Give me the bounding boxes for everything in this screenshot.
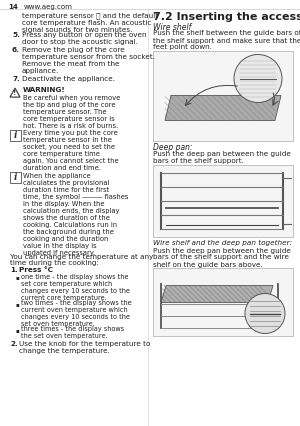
Text: You can change the temperature at any
time during the cooking:: You can change the temperature at any ti… (10, 253, 153, 267)
Polygon shape (165, 95, 281, 121)
Text: 2.: 2. (10, 341, 18, 347)
Text: Press any button or open the oven
door to stop the acoustic signal.: Press any button or open the oven door t… (22, 32, 146, 45)
Text: 6.: 6. (12, 47, 20, 53)
Text: 7.: 7. (12, 76, 20, 82)
Text: www.aeg.com: www.aeg.com (24, 4, 73, 10)
Text: ▪: ▪ (16, 276, 20, 280)
Text: Push the deep pan between the guide
bars of the shelf support and the wire
shelf: Push the deep pan between the guide bars… (153, 248, 291, 268)
Text: one time - the display shows the
set core temperature which
changes every 10 sec: one time - the display shows the set cor… (21, 274, 130, 301)
Text: three times - the display shows
the set oven temperature.: three times - the display shows the set … (21, 326, 124, 340)
Text: Push the deep pan between the guide
bars of the shelf support.: Push the deep pan between the guide bars… (153, 151, 291, 164)
Text: 5.: 5. (12, 32, 20, 38)
Bar (153, 268, 293, 336)
Text: ▪: ▪ (16, 328, 20, 333)
Bar (153, 51, 293, 141)
Text: Press °C: Press °C (19, 267, 53, 273)
Text: Push the shelf between the guide bars of
the shelf support and make sure that th: Push the shelf between the guide bars of… (153, 31, 300, 51)
Text: ▪: ▪ (16, 302, 20, 307)
Text: two times - the display shows the
current oven temperature which
changes every 1: two times - the display shows the curren… (21, 300, 132, 327)
Text: 7.2 Inserting the accessories: 7.2 Inserting the accessories (153, 12, 300, 22)
Text: Wire shelf: Wire shelf (153, 23, 191, 32)
Text: Remove the plug of the core
temperature sensor from the socket.
Remove the meat : Remove the plug of the core temperature … (22, 47, 155, 74)
Polygon shape (161, 285, 273, 302)
Circle shape (234, 55, 282, 103)
Bar (153, 165, 293, 237)
Text: Be careful when you remove
the tip and plug of the core
temperature sensor. The
: Be careful when you remove the tip and p… (23, 95, 120, 129)
Text: !: ! (14, 90, 16, 96)
Text: i: i (13, 131, 17, 140)
FancyBboxPatch shape (10, 130, 20, 141)
Text: temperature sensor 🔧 and the default
core temperature flash. An acoustic
signal : temperature sensor 🔧 and the default cor… (22, 12, 158, 33)
Text: i: i (13, 173, 17, 182)
Text: Use the knob for the temperature to
change the temperature.: Use the knob for the temperature to chan… (19, 341, 150, 354)
Text: Deep pan:: Deep pan: (153, 144, 193, 153)
Text: 14: 14 (8, 4, 18, 10)
Circle shape (245, 294, 285, 334)
FancyBboxPatch shape (10, 173, 20, 184)
Text: 1.: 1. (10, 267, 18, 273)
Text: When the appliance
calculates the provisional
duration time for the first
time, : When the appliance calculates the provis… (23, 173, 128, 256)
Text: Every time you put the core
temperature sensor in the
socket, you need to set th: Every time you put the core temperature … (23, 130, 118, 171)
Text: Wire shelf and the deep pan together:: Wire shelf and the deep pan together: (153, 240, 292, 246)
Text: WARNING!: WARNING! (23, 87, 66, 93)
Text: Deactivate the appliance.: Deactivate the appliance. (22, 76, 115, 82)
